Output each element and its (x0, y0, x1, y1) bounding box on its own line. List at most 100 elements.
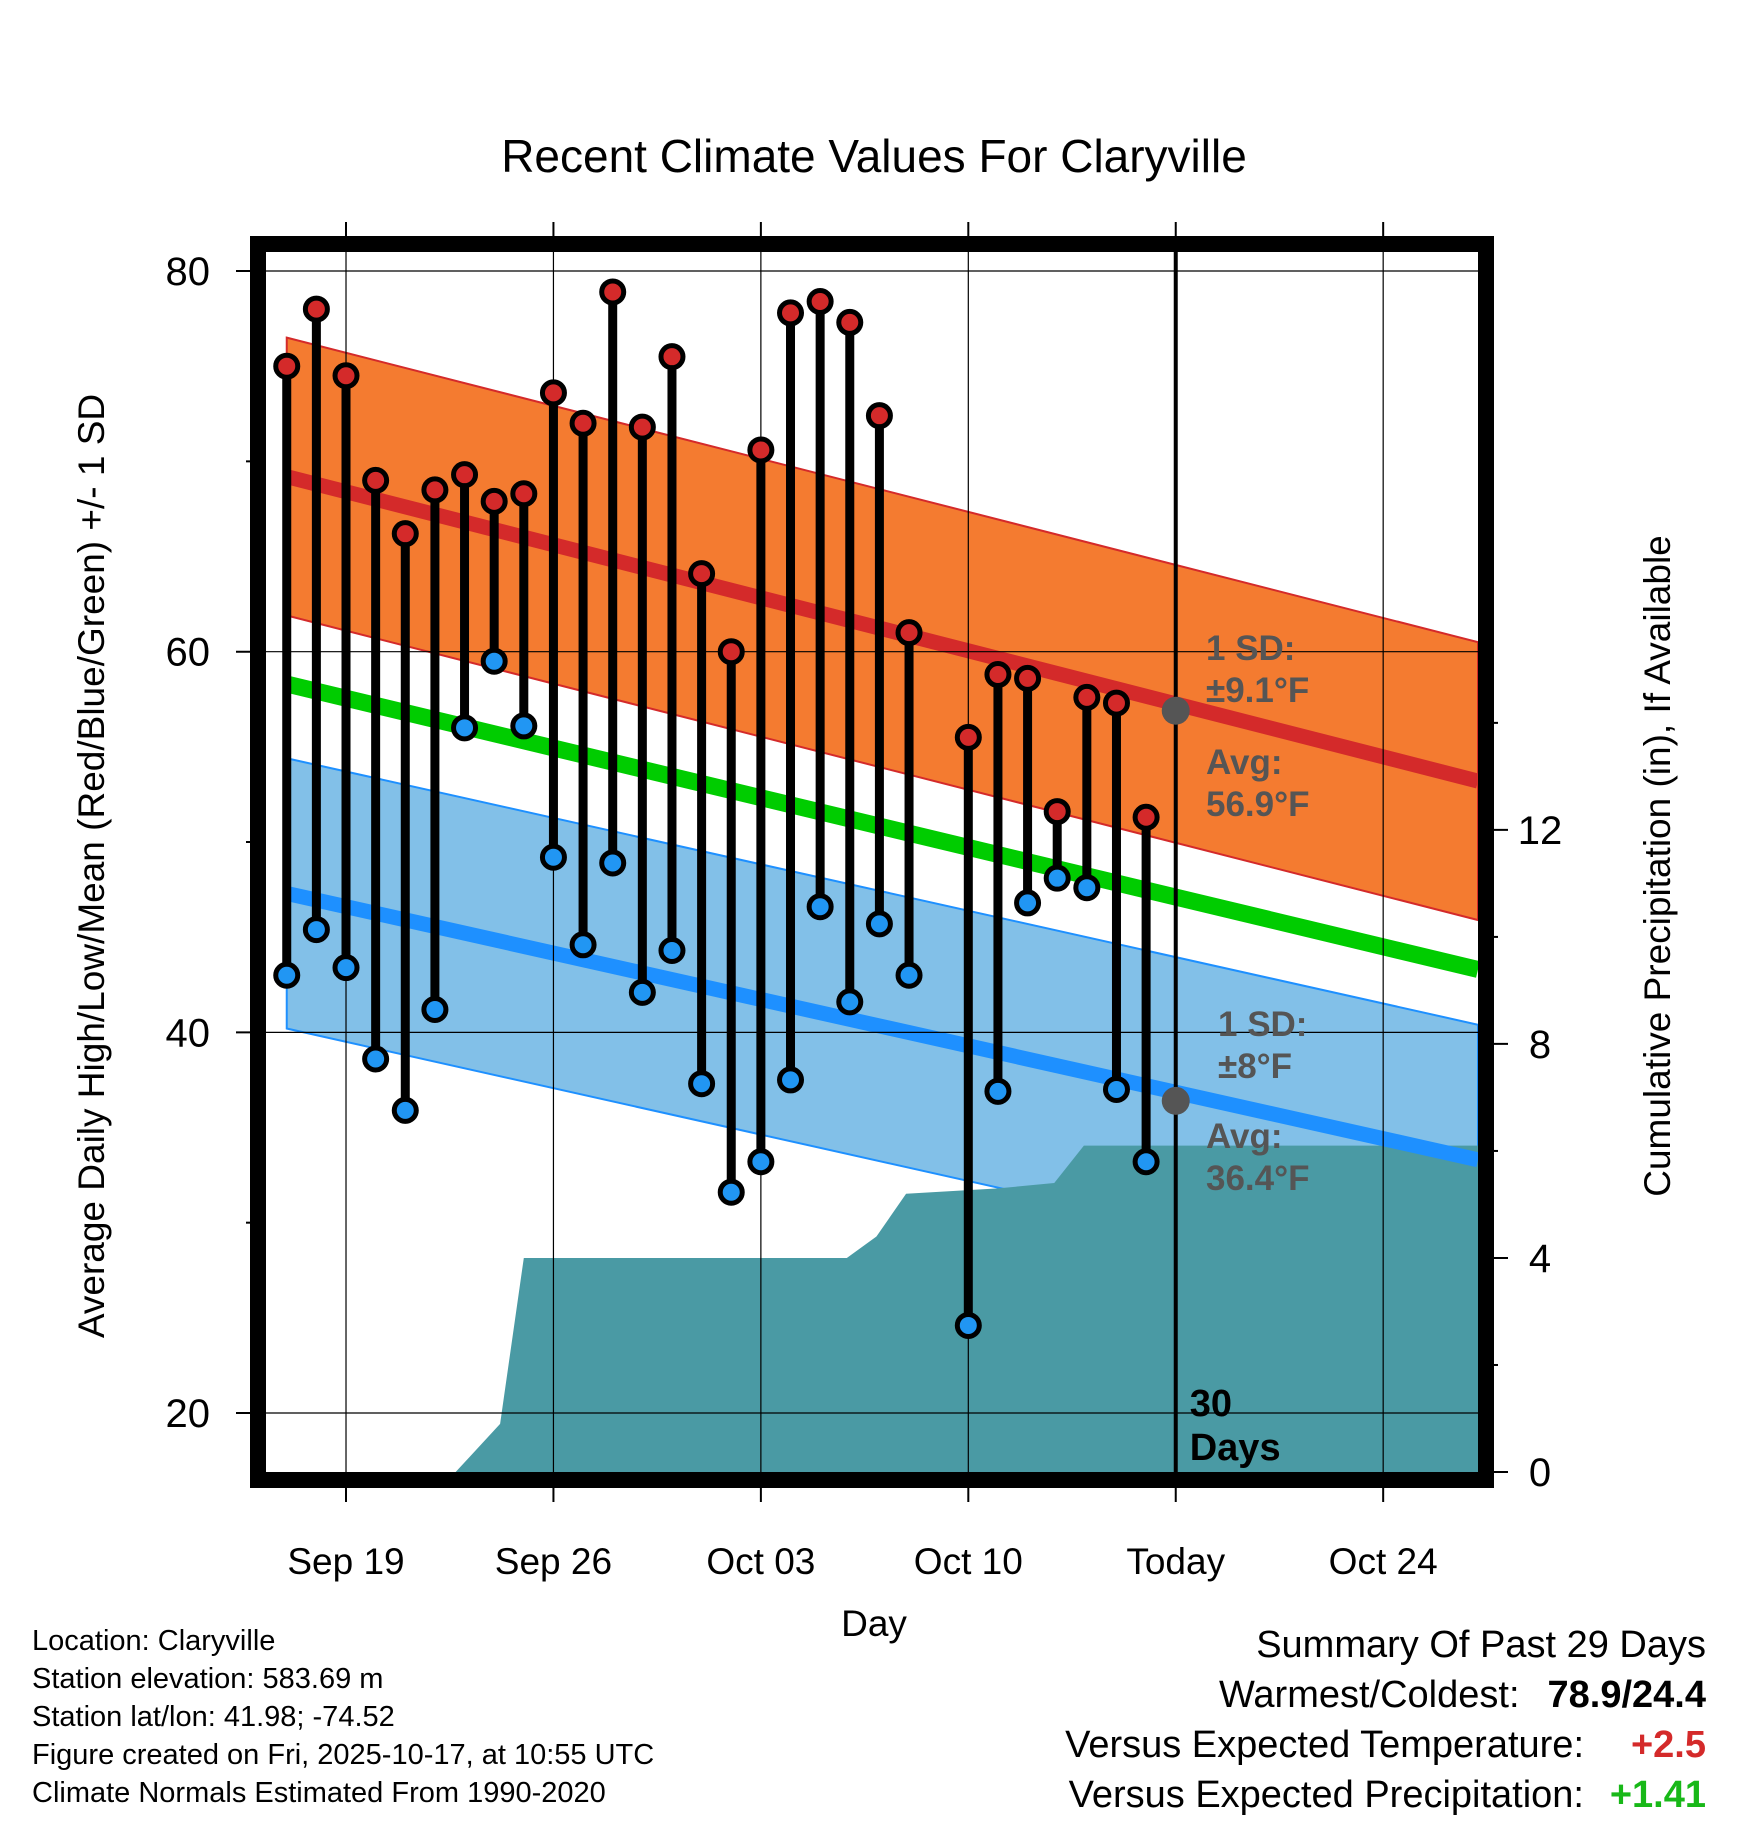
plot-frame (250, 236, 1494, 1488)
y-tick-label: 20 (166, 1392, 211, 1436)
precip-row: Versus Expected Precipitation: +1.41 (1065, 1770, 1706, 1820)
high-point (688, 560, 716, 588)
high-point (806, 287, 834, 315)
summary-box: Summary Of Past 29 Days Warmest/Coldest:… (1065, 1620, 1706, 1820)
high-point (1073, 683, 1101, 711)
low-avg-marker (1161, 1086, 1190, 1115)
y2-tick-label: 8 (1529, 1023, 1551, 1067)
low-point (865, 910, 893, 938)
high-point (421, 476, 449, 504)
temp-row: Versus Expected Temperature: +2.5 (1065, 1720, 1706, 1770)
low-point (1132, 1148, 1160, 1176)
warm-cold-label: Warmest/Coldest: (1218, 1674, 1520, 1716)
low-point (836, 988, 864, 1016)
x-axis-label: Day (841, 1603, 907, 1644)
warm-cold-value: 78.9/24.4 (1547, 1674, 1706, 1716)
low-avg-label: Avg: (1206, 1117, 1282, 1156)
low-point (954, 1311, 982, 1339)
low-point (332, 954, 360, 982)
high-point (895, 619, 923, 647)
y2-axis-label: Cumulative Precipitation (in), If Availa… (1637, 535, 1678, 1197)
created-text: Figure created on Fri, 2025-10-17, at 10… (32, 1739, 655, 1771)
high-point (1102, 689, 1130, 717)
location-text: Location: Claryville (32, 1625, 276, 1657)
high-point (777, 299, 805, 327)
station-info: Location: Claryville Station elevation: … (32, 1622, 654, 1812)
x-tick-label: Oct 24 (1329, 1541, 1438, 1582)
y-tick-label: 80 (166, 250, 211, 294)
high-point (569, 409, 597, 437)
days-label-number: 30 (1190, 1383, 1232, 1425)
low-point (717, 1178, 745, 1206)
temp-value: +2.5 (1630, 1724, 1706, 1766)
plot-inner (266, 252, 1478, 1472)
y2-tick-label: 4 (1529, 1237, 1551, 1281)
low-point (1073, 874, 1101, 902)
high-point (273, 352, 301, 380)
low-mean-line (285, 886, 1478, 1168)
high-avg-value: 56.9°F (1206, 785, 1310, 824)
x-tick-label: Sep 19 (287, 1541, 404, 1582)
days-label-text: Days (1190, 1427, 1281, 1469)
low-point (1014, 889, 1042, 917)
latlon-text: Station lat/lon: 41.98; -74.52 (32, 1701, 395, 1733)
low-avg-value: 36.4°F (1206, 1159, 1310, 1198)
summary-title: Summary Of Past 29 Days (1256, 1624, 1706, 1666)
y-axis-label: Average Daily High/Low/Mean (Red/Blue/Gr… (71, 394, 112, 1338)
y2-tick-label: 12 (1518, 809, 1563, 853)
low-point (895, 961, 923, 989)
x-tick-label: Sep 26 (495, 1541, 612, 1582)
low-point (1102, 1075, 1130, 1103)
high-point (628, 413, 656, 441)
high-point (984, 661, 1012, 689)
x-tick-label: Oct 10 (914, 1541, 1023, 1582)
chart-title: Recent Climate Values For Claryville (501, 130, 1247, 182)
high-point (480, 487, 508, 515)
high-point (599, 278, 627, 306)
high-point (362, 466, 390, 494)
temp-label: Versus Expected Temperature: (1065, 1724, 1584, 1766)
low-point (480, 647, 508, 675)
high-point (451, 461, 479, 489)
high-point (747, 436, 775, 464)
high-point (332, 362, 360, 390)
high-point (658, 343, 686, 371)
low-point (569, 931, 597, 959)
low-sd-value: ±8°F (1218, 1047, 1292, 1086)
low-point (539, 843, 567, 871)
y-tick-label: 40 (166, 1011, 211, 1055)
low-point (984, 1077, 1012, 1105)
low-point (628, 978, 656, 1006)
low-sd-label: 1 SD: (1218, 1005, 1307, 1044)
high-point (954, 723, 982, 751)
low-point (391, 1096, 419, 1124)
low-point (777, 1066, 805, 1094)
high-point (717, 638, 745, 666)
high-point (391, 520, 419, 548)
low-point (421, 996, 449, 1024)
high-point (302, 295, 330, 323)
low-point (1043, 864, 1071, 892)
low-point (302, 916, 330, 944)
low-point (510, 712, 538, 740)
high-point (1043, 798, 1071, 826)
high-point (836, 308, 864, 336)
y2-tick-label: 0 (1529, 1451, 1551, 1495)
warm-cold-row: Warmest/Coldest: 78.9/24.4 (1065, 1670, 1706, 1720)
low-point (747, 1148, 775, 1176)
low-point (688, 1070, 716, 1098)
low-point (273, 961, 301, 989)
high-point (1014, 664, 1042, 692)
x-tick-label: Today (1126, 1541, 1225, 1582)
high-sd-value: ±9.1°F (1206, 671, 1309, 710)
low-point (362, 1045, 390, 1073)
x-tick-label: Oct 03 (706, 1541, 815, 1582)
high-sd-label: 1 SD: (1206, 629, 1295, 668)
high-point (510, 480, 538, 508)
high-point (539, 379, 567, 407)
high-point (1132, 803, 1160, 831)
y-tick-label: 60 (166, 631, 211, 675)
precip-label: Versus Expected Precipitation: (1068, 1774, 1584, 1816)
